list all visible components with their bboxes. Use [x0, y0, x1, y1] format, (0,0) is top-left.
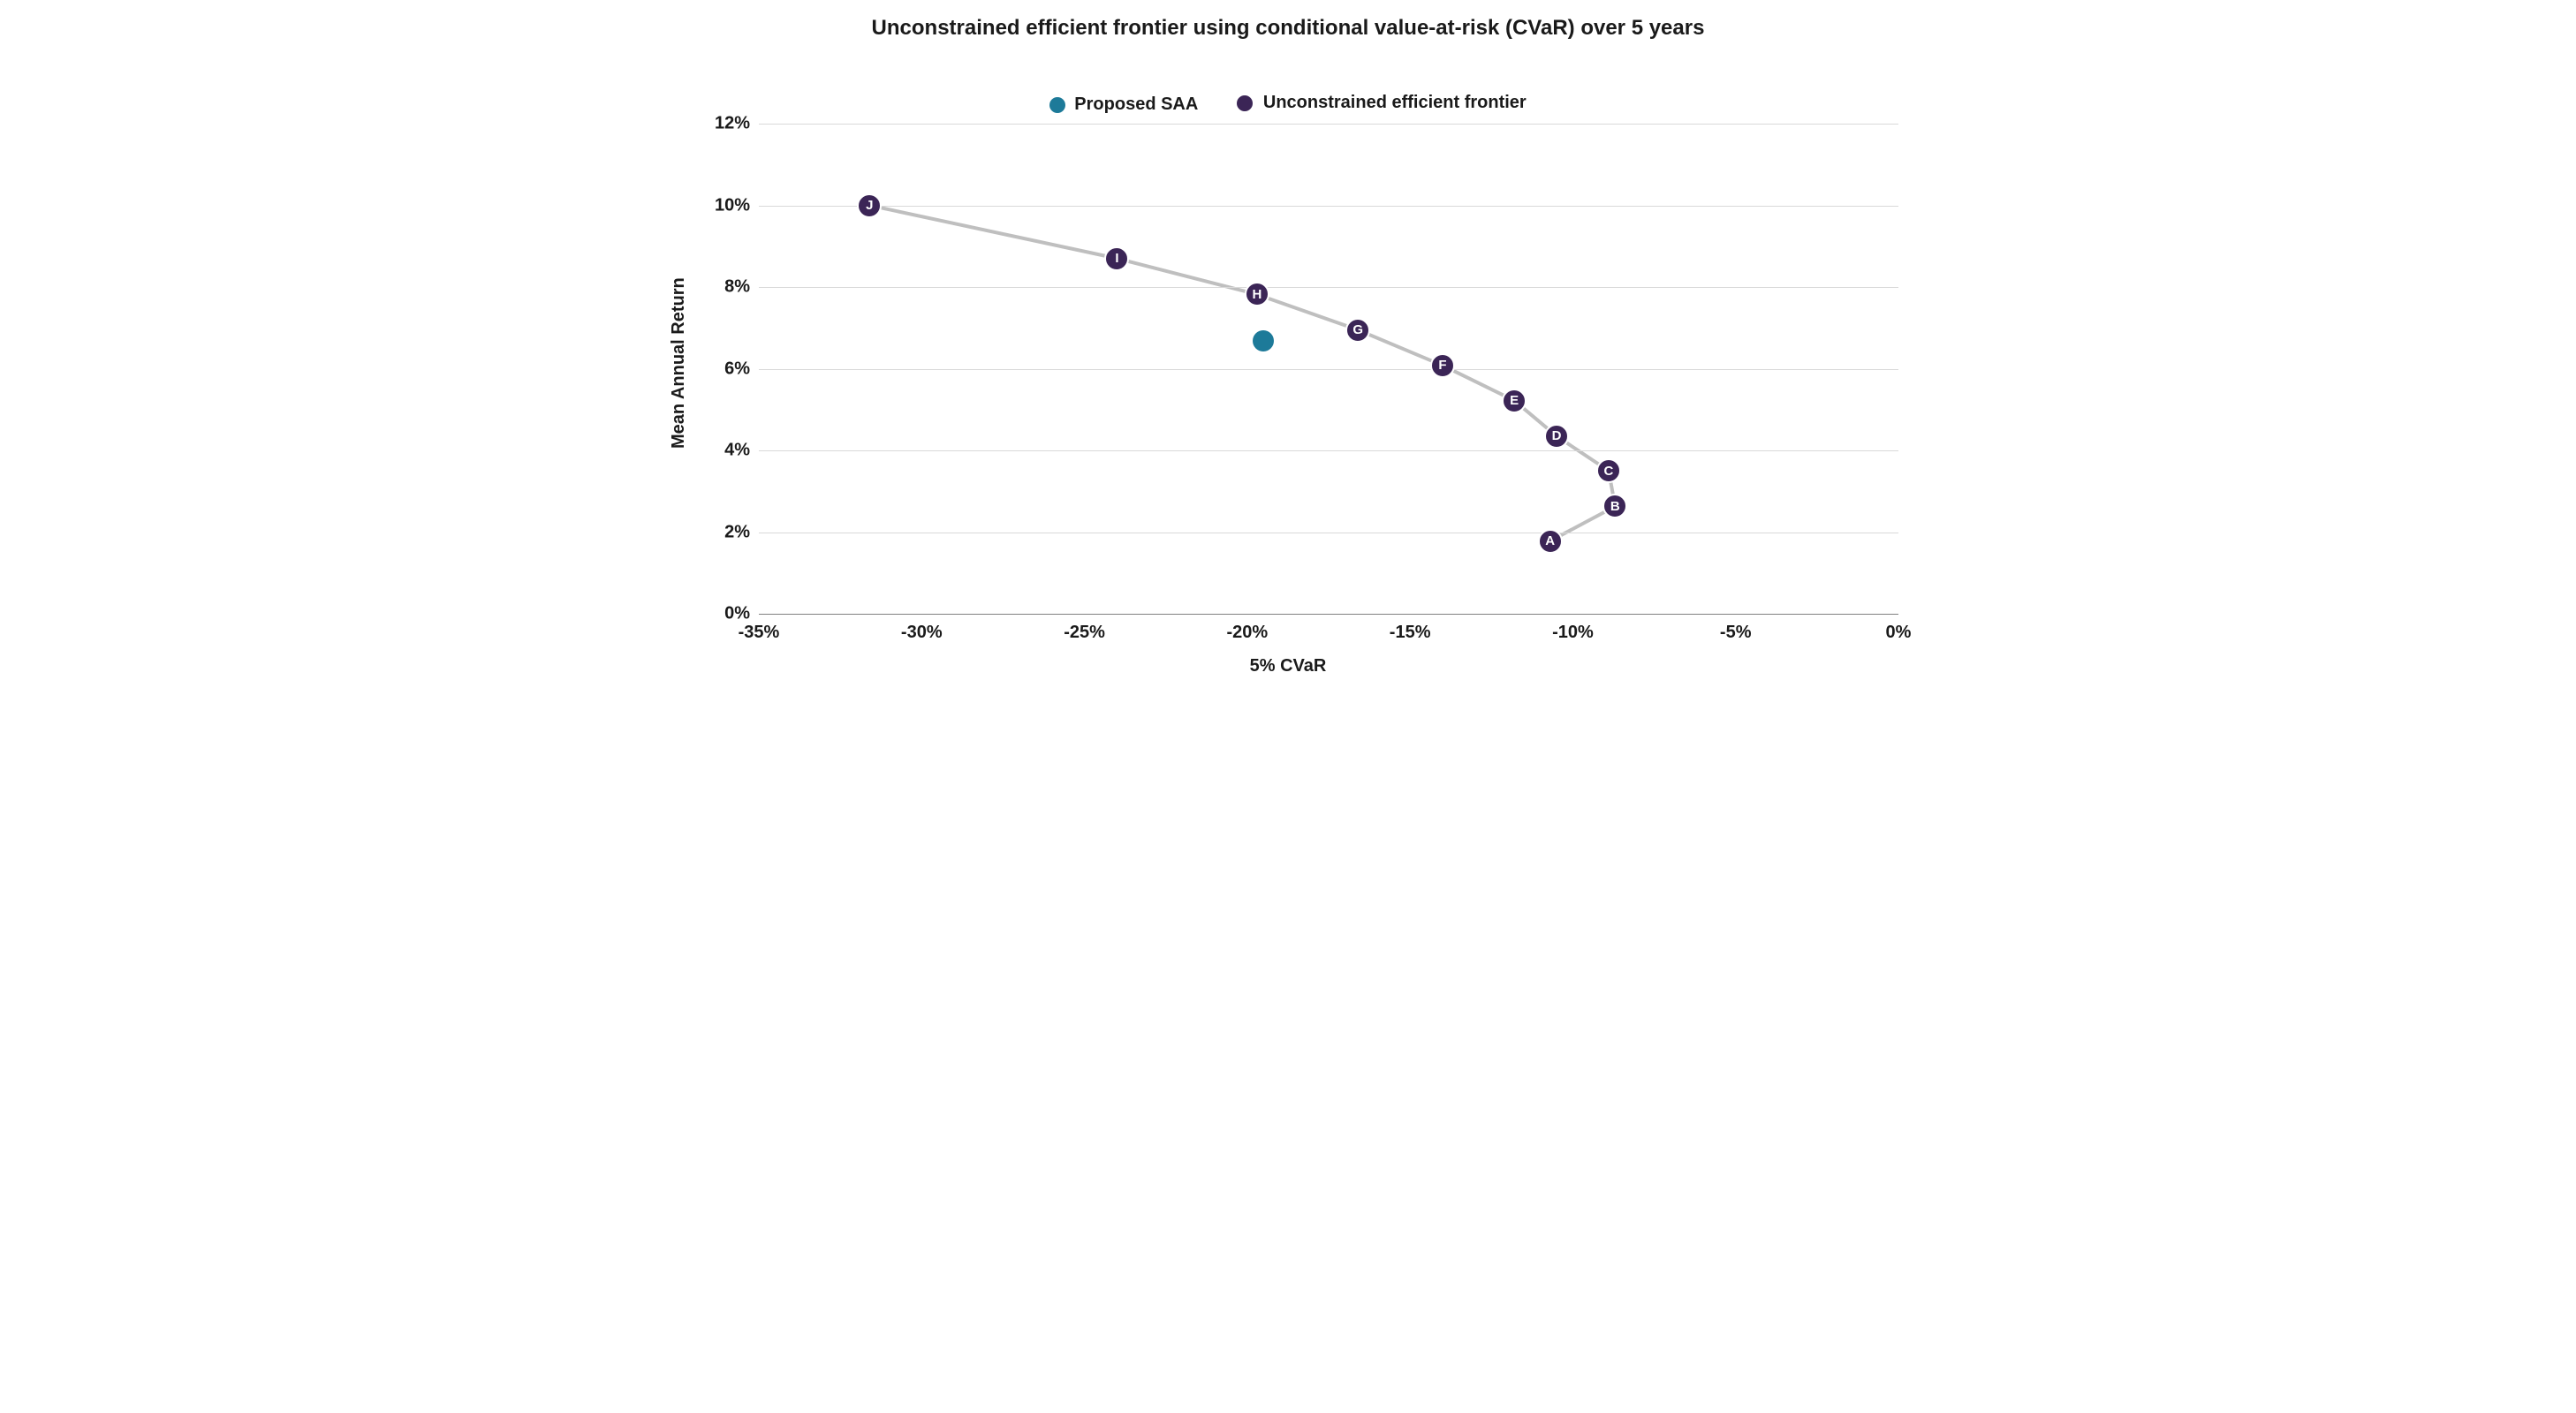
- y-gridline: [759, 124, 1898, 125]
- x-tick-label: -25%: [1064, 623, 1105, 643]
- chart-legend: Proposed SAA Unconstrained efficient fro…: [644, 93, 1932, 118]
- y-gridline: [759, 450, 1898, 451]
- frontier-point-g: G: [1345, 318, 1370, 343]
- x-axis-label: 5% CVaR: [644, 656, 1932, 676]
- frontier-point-b: B: [1602, 494, 1627, 518]
- frontier-point-i: I: [1104, 246, 1129, 271]
- legend-item-frontier: Unconstrained efficient frontier: [1235, 93, 1527, 113]
- legend-label-frontier: Unconstrained efficient frontier: [1263, 93, 1527, 113]
- y-tick-label: 4%: [697, 441, 750, 461]
- y-tick-label: 6%: [697, 359, 750, 379]
- frontier-point-e: E: [1502, 389, 1527, 413]
- y-tick-label: 12%: [697, 114, 750, 134]
- cvar-frontier-chart: Unconstrained efficient frontier using c…: [644, 0, 1932, 706]
- frontier-point-c: C: [1596, 458, 1621, 483]
- legend-label-proposed-saa: Proposed SAA: [1074, 94, 1198, 115]
- chart-title: Unconstrained efficient frontier using c…: [644, 16, 1932, 41]
- y-tick-label: 2%: [697, 522, 750, 542]
- legend-item-proposed-saa: Proposed SAA: [1049, 94, 1198, 115]
- frontier-point-j: J: [857, 193, 882, 218]
- y-tick-label: 10%: [697, 195, 750, 215]
- frontier-point-f: F: [1430, 353, 1455, 378]
- legend-swatch-frontier: [1235, 94, 1254, 113]
- x-tick-label: 0%: [1886, 623, 1912, 643]
- x-tick-label: -10%: [1552, 623, 1594, 643]
- y-gridline: [759, 206, 1898, 207]
- frontier-point-a: A: [1538, 529, 1563, 554]
- y-tick-label: 8%: [697, 277, 750, 298]
- frontier-point-d: D: [1544, 424, 1569, 449]
- x-tick-label: -20%: [1226, 623, 1268, 643]
- y-axis-label: Mean Annual Return: [669, 277, 689, 449]
- x-tick-label: -35%: [739, 623, 780, 643]
- y-gridline: [759, 287, 1898, 288]
- y-tick-label: 0%: [697, 604, 750, 624]
- x-tick-label: -5%: [1720, 623, 1752, 643]
- y-gridline: [759, 614, 1898, 615]
- x-tick-label: -15%: [1390, 623, 1431, 643]
- legend-swatch-proposed-saa: [1049, 97, 1065, 113]
- x-tick-label: -30%: [901, 623, 943, 643]
- y-gridline: [759, 369, 1898, 370]
- plot-area: A BC DE F G H I J: [759, 124, 1898, 614]
- frontier-point-h: H: [1245, 282, 1269, 306]
- proposed-saa-point: [1253, 330, 1274, 351]
